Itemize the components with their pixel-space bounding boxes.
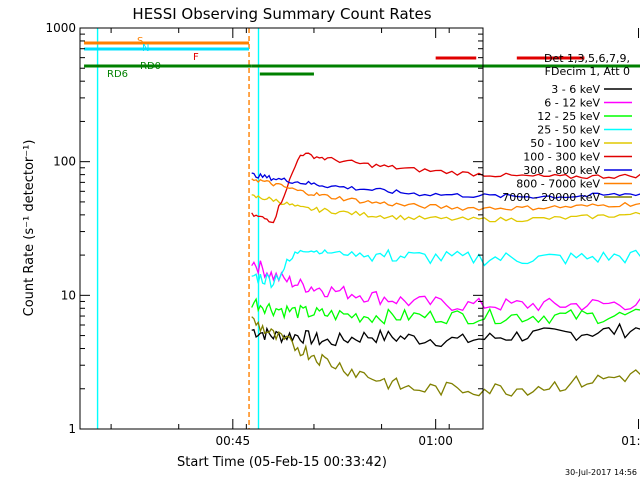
- x-tick-label: 01:15: [621, 434, 640, 448]
- series-line-6: [251, 172, 640, 199]
- legend-label: 800 - 7000 keV: [516, 178, 600, 191]
- legend-label: 50 - 100 keV: [530, 137, 600, 150]
- legend-label: 100 - 300 keV: [523, 151, 600, 164]
- flag-label: S: [137, 36, 143, 47]
- legend-label: 25 - 50 keV: [537, 124, 600, 137]
- x-tick-label: 00:45: [216, 434, 251, 448]
- series-line-2: [251, 297, 640, 325]
- y-tick-label: 10: [61, 288, 76, 302]
- y-tick-label: 100: [53, 155, 76, 169]
- legend-label: 3 - 6 keV: [551, 83, 600, 96]
- legend-label: 300 - 800 keV: [523, 164, 600, 177]
- legend-label: 6 - 12 keV: [544, 97, 600, 110]
- series-line-1: [251, 260, 640, 312]
- legend-label: 12 - 25 keV: [537, 110, 600, 123]
- y-tick-label: 1000: [45, 21, 76, 35]
- chart-title: HESSI Observing Summary Count Rates: [132, 5, 431, 23]
- plot-frame: [79, 27, 484, 430]
- series-line-7: [251, 178, 640, 211]
- legend: Det 1,3,5,6,7,9,FDecim 1, Att 0 3 - 6 keV…: [502, 52, 632, 204]
- series-line-3: [251, 248, 640, 289]
- legend-header: FDecim 1, Att 0: [545, 65, 630, 78]
- x-tick-label: 01:00: [418, 434, 453, 448]
- y-tick-label: 1: [68, 422, 76, 436]
- flag-label: F: [193, 52, 199, 63]
- flag-label: N: [142, 43, 149, 54]
- legend-label: 7000 - 20000 keV: [502, 191, 600, 204]
- x-axis-label: Start Time (05-Feb-15 00:33:42): [177, 455, 387, 470]
- flag-label: RD0: [140, 61, 161, 72]
- series-line-8: [251, 316, 640, 397]
- timestamp: 30-Jul-2017 14:56: [565, 468, 637, 477]
- series-line-0: [251, 322, 640, 348]
- series-line-4: [251, 194, 640, 223]
- plot-area: SN F RD0 RD6: [84, 28, 640, 429]
- series-line-5: [251, 152, 640, 224]
- flag-label: RD6: [107, 69, 128, 80]
- y-axis-label: Count Rate (s⁻¹ detector⁻¹): [22, 140, 37, 317]
- legend-header: Det 1,3,5,6,7,9,: [544, 52, 630, 65]
